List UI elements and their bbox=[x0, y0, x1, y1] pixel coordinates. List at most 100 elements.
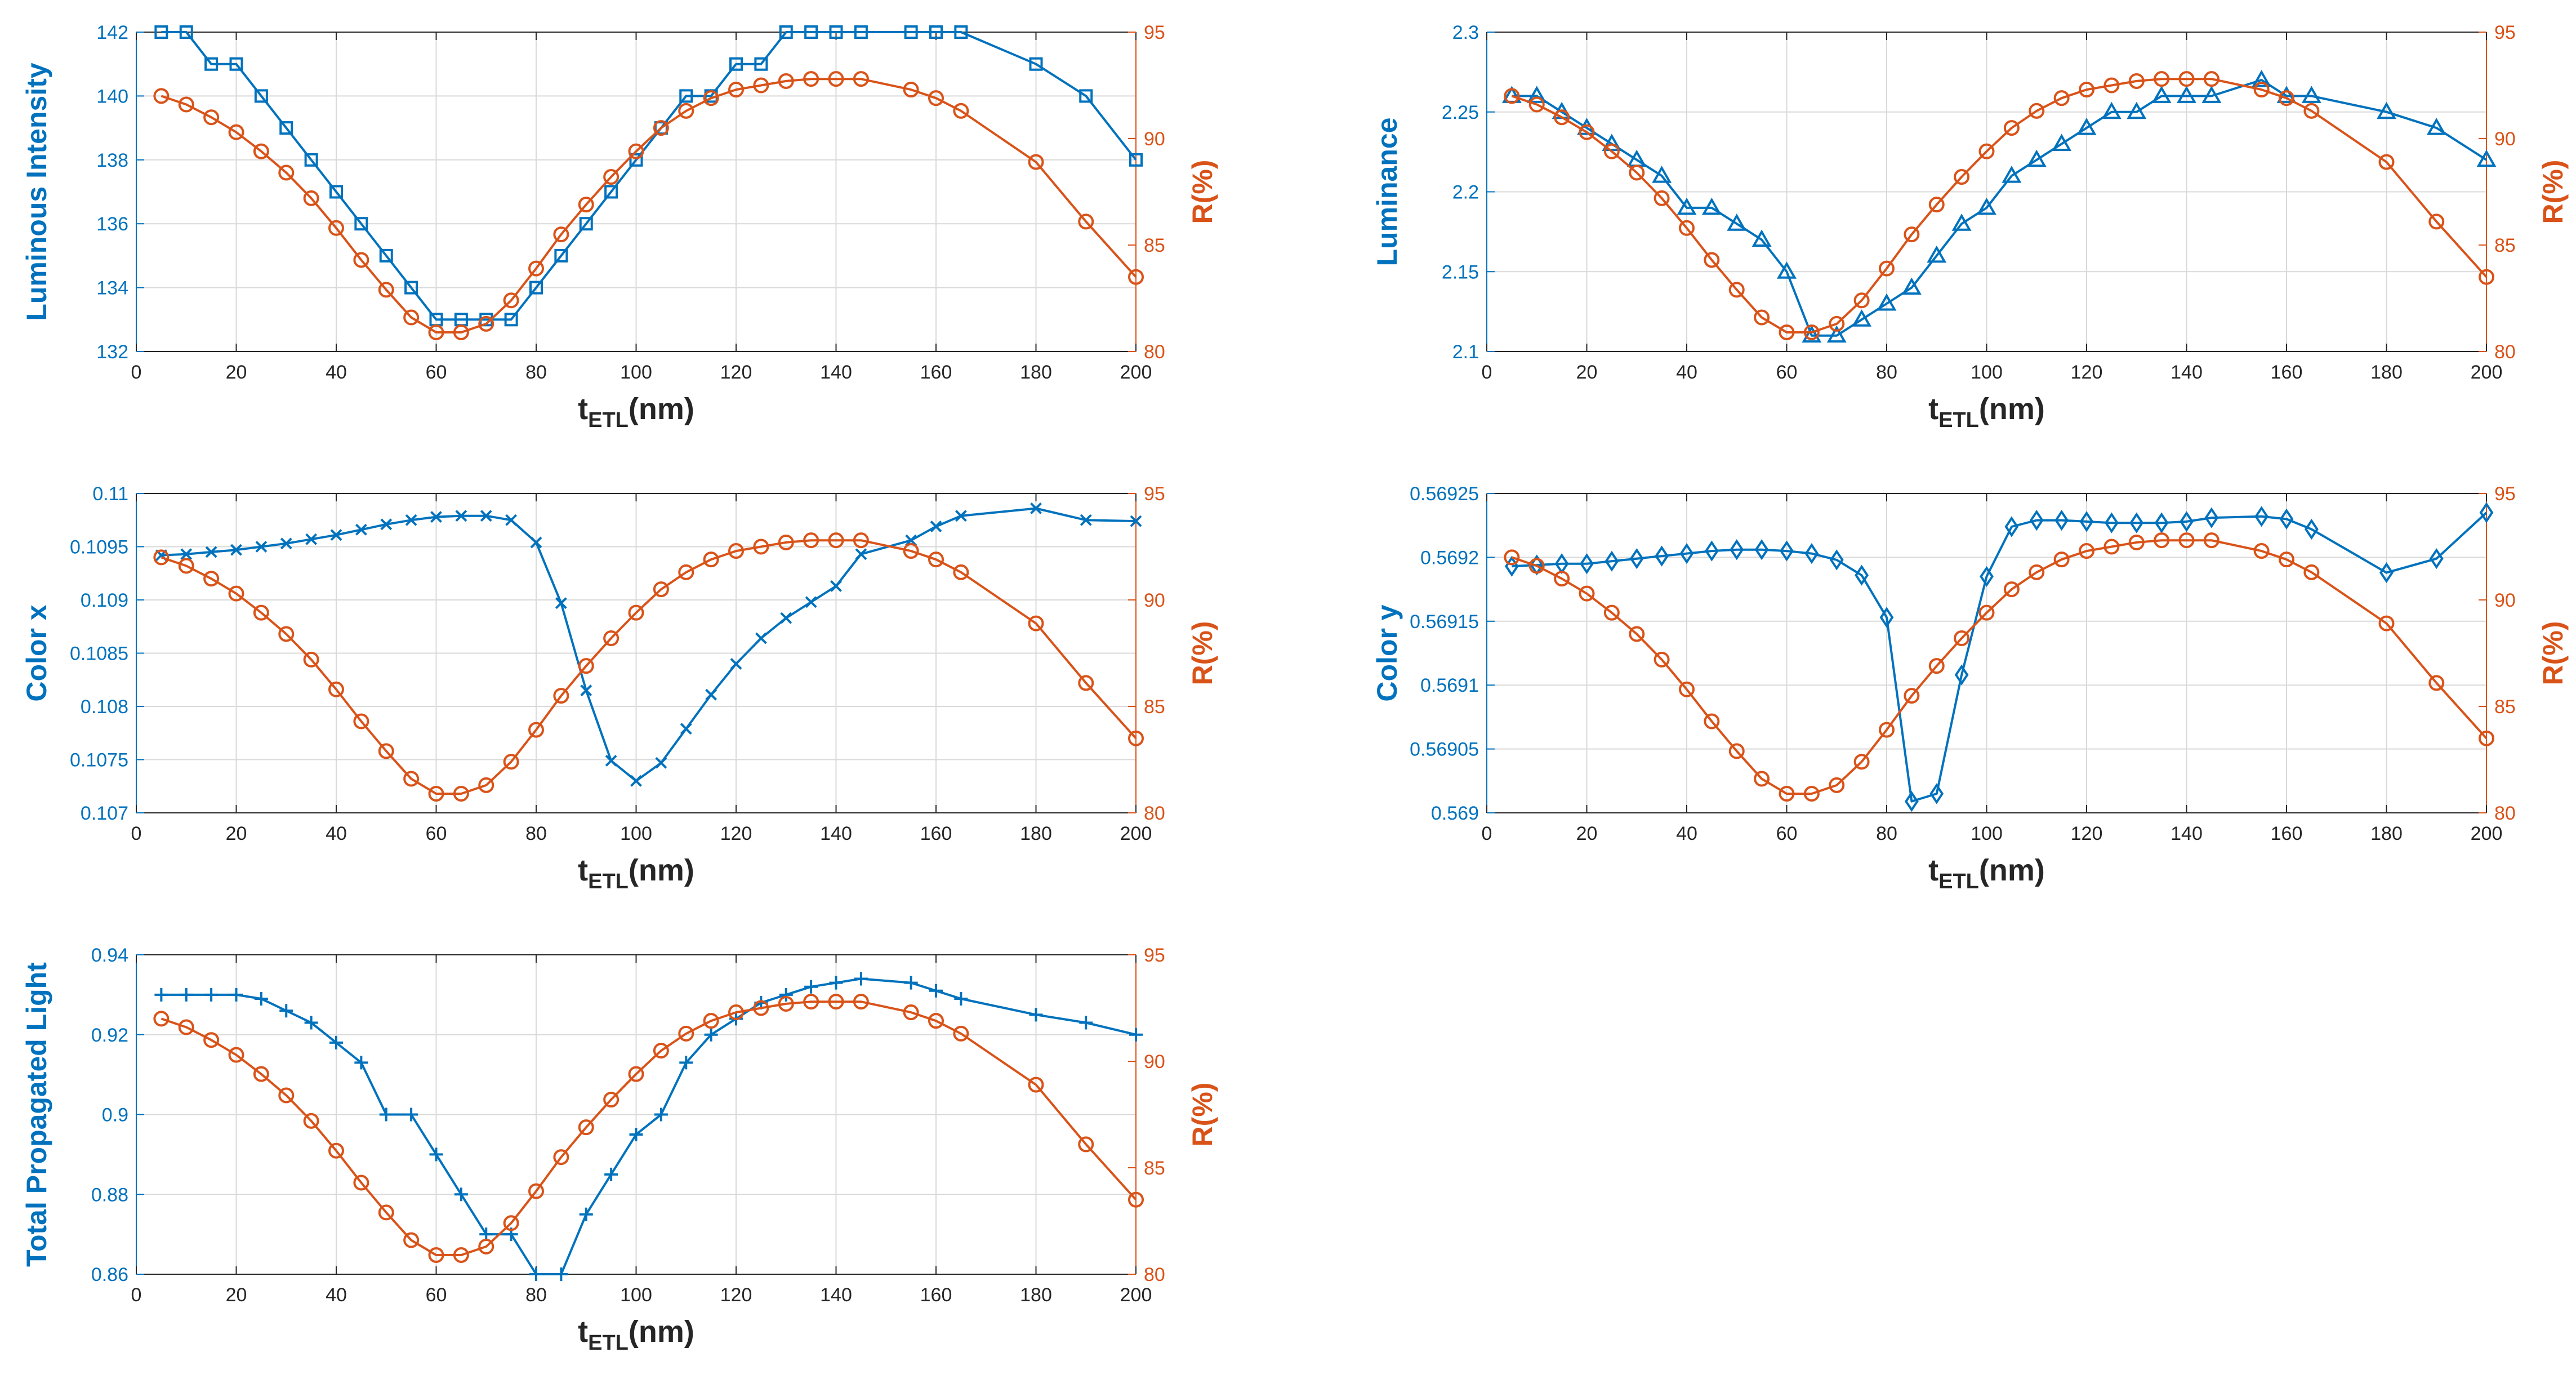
data-point bbox=[655, 757, 667, 769]
series-line bbox=[161, 31, 1137, 321]
data-point bbox=[628, 143, 644, 159]
y-axis-title-left: Luminance bbox=[1371, 118, 1403, 266]
data-point bbox=[904, 25, 918, 39]
data-point bbox=[853, 532, 869, 549]
series-left bbox=[1501, 70, 2497, 343]
data-point bbox=[428, 1247, 444, 1263]
data-point bbox=[680, 723, 692, 735]
x-tick-label: 0 bbox=[131, 1284, 142, 1306]
data-point bbox=[228, 585, 244, 602]
data-point bbox=[653, 581, 669, 598]
data-point bbox=[903, 82, 919, 98]
x-tick-label: 20 bbox=[226, 1284, 247, 1306]
data-point bbox=[804, 980, 818, 994]
data-point bbox=[455, 510, 467, 522]
data-point bbox=[1751, 229, 1772, 247]
chart-color-y: 0 20 40 60 80 100 120 140 160 180 200 0.569 0.56905 0… bbox=[1371, 483, 2569, 893]
data-point bbox=[404, 281, 418, 295]
data-point bbox=[829, 976, 843, 990]
series-right bbox=[1504, 532, 2494, 802]
data-point bbox=[1855, 564, 1869, 586]
data-point bbox=[579, 1207, 593, 1221]
data-point bbox=[1701, 197, 1722, 215]
data-point bbox=[1655, 545, 1669, 567]
data-point bbox=[578, 197, 594, 213]
series-line bbox=[1511, 78, 2488, 333]
data-point bbox=[278, 164, 295, 181]
data-point bbox=[1853, 754, 1870, 770]
data-point bbox=[928, 90, 944, 106]
data-point bbox=[1602, 134, 1622, 151]
data-point bbox=[330, 529, 342, 541]
data-point bbox=[2026, 149, 2047, 167]
data-point bbox=[730, 657, 742, 670]
data-point bbox=[179, 987, 193, 1002]
data-point bbox=[679, 89, 693, 103]
data-point bbox=[2479, 730, 2494, 746]
data-point bbox=[529, 281, 543, 295]
data-point bbox=[1928, 658, 1945, 674]
data-point bbox=[1579, 124, 1595, 140]
data-point bbox=[354, 1056, 368, 1070]
data-point bbox=[2279, 551, 2294, 568]
x-tick-label: 120 bbox=[720, 823, 752, 844]
data-point bbox=[804, 25, 818, 39]
data-point bbox=[953, 1025, 969, 1042]
data-point bbox=[2003, 581, 2020, 598]
data-point bbox=[1777, 261, 1797, 279]
y-tick-label-left: 0.5691 bbox=[1420, 675, 1479, 696]
data-point bbox=[504, 313, 518, 327]
series-line bbox=[1512, 511, 2488, 803]
data-point bbox=[478, 777, 494, 793]
data-point bbox=[204, 57, 219, 71]
x-axis-title: tETL(nm) bbox=[578, 392, 694, 432]
data-point bbox=[904, 976, 918, 990]
data-point bbox=[1728, 743, 1745, 759]
data-point bbox=[2029, 103, 2045, 119]
data-point bbox=[855, 548, 867, 561]
data-point bbox=[1780, 540, 1794, 562]
data-point bbox=[353, 1175, 369, 1191]
data-point bbox=[505, 514, 518, 526]
data-point bbox=[2203, 532, 2220, 549]
y-tick-label-right: 80 bbox=[1144, 803, 1165, 824]
y-tick-label-left: 0.9 bbox=[102, 1105, 128, 1126]
data-point bbox=[678, 103, 694, 119]
data-point bbox=[2203, 71, 2220, 87]
data-point bbox=[1078, 1136, 1094, 1153]
x-tick-label: 100 bbox=[1971, 362, 2003, 383]
data-point bbox=[753, 77, 769, 94]
data-point bbox=[2128, 534, 2145, 550]
data-point bbox=[379, 1107, 393, 1122]
data-point bbox=[828, 71, 844, 87]
data-point bbox=[2426, 118, 2446, 135]
y-tick-label-left: 0.56915 bbox=[1410, 611, 1479, 633]
data-point bbox=[703, 551, 719, 568]
grid bbox=[136, 32, 1137, 352]
data-point bbox=[405, 514, 417, 526]
data-point bbox=[229, 57, 243, 71]
data-point bbox=[1554, 109, 1570, 126]
data-point bbox=[553, 226, 569, 243]
data-point bbox=[1829, 549, 1844, 571]
series-right bbox=[153, 994, 1144, 1263]
data-point bbox=[154, 25, 168, 39]
series-left bbox=[154, 972, 1143, 1281]
data-point bbox=[579, 217, 593, 231]
data-point bbox=[303, 651, 319, 668]
data-point bbox=[353, 713, 369, 729]
data-point bbox=[653, 120, 669, 136]
x-tick-label: 60 bbox=[1776, 823, 1798, 844]
x-tick-label: 200 bbox=[1120, 1284, 1152, 1306]
data-point bbox=[2303, 103, 2320, 119]
data-point bbox=[1927, 245, 1947, 263]
data-point bbox=[2428, 213, 2445, 230]
grid bbox=[136, 493, 1137, 813]
data-point bbox=[1779, 785, 1795, 802]
data-point bbox=[603, 630, 620, 647]
series-line bbox=[161, 507, 1137, 782]
x-tick-label: 120 bbox=[2071, 823, 2103, 844]
x-tick-label: 100 bbox=[620, 823, 652, 844]
data-point bbox=[154, 987, 168, 1002]
